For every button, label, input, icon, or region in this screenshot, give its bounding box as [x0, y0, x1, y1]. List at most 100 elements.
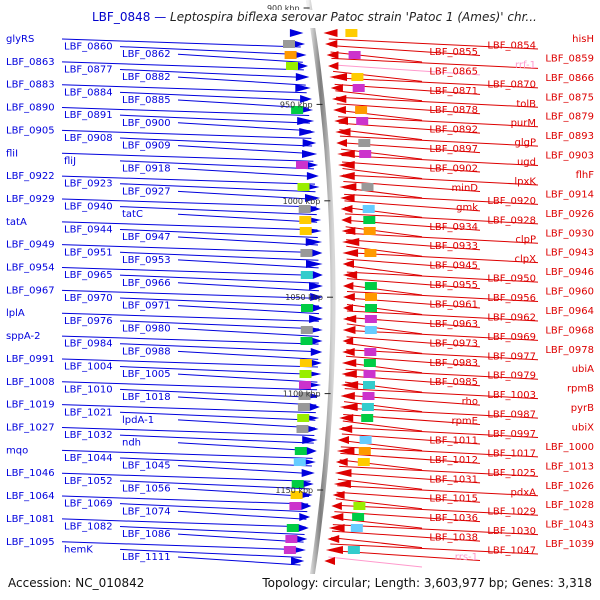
minus-gene-label[interactable]: LBF_0878: [429, 105, 478, 116]
plus-gene-label[interactable]: LBF_0971: [122, 301, 171, 312]
plus-gene-label[interactable]: LBF_0991: [6, 354, 55, 365]
minus-gene-label[interactable]: LBF_0979: [487, 371, 536, 382]
minus-gene-label[interactable]: hisH: [572, 34, 594, 45]
plus-gene-label[interactable]: LBF_0883: [6, 80, 55, 91]
minus-gene-label[interactable]: rrs-1: [455, 552, 478, 563]
plus-gene-label[interactable]: LBF_0862: [122, 49, 171, 60]
plus-gene-label[interactable]: fliJ: [64, 156, 76, 167]
minus-gene-label[interactable]: LBF_0903: [545, 151, 594, 162]
minus-gene-label[interactable]: purM: [511, 118, 536, 129]
plus-gene-label[interactable]: LBF_1052: [64, 476, 113, 487]
plus-gene-label[interactable]: hemK: [64, 544, 93, 555]
minus-gene-label[interactable]: LBF_0920: [487, 196, 536, 207]
minus-gene-label[interactable]: LBF_0964: [545, 306, 594, 317]
plus-gene-label[interactable]: lpdA-1: [122, 415, 154, 426]
plus-gene-label[interactable]: LBF_0908: [64, 133, 113, 144]
plus-gene-label[interactable]: LBF_1046: [6, 468, 55, 479]
minus-gene-label[interactable]: LBF_0871: [429, 86, 478, 97]
minus-gene-label[interactable]: ubiX: [572, 423, 594, 434]
plus-gene-label[interactable]: LBF_1074: [122, 506, 171, 517]
plus-gene-label[interactable]: LBF_1027: [6, 423, 55, 434]
minus-gene-label[interactable]: ubiA: [572, 364, 594, 375]
minus-gene-label[interactable]: LBF_0914: [545, 189, 594, 200]
plus-gene-label[interactable]: LBF_0944: [64, 224, 113, 235]
minus-gene-label[interactable]: LBF_0973: [429, 338, 478, 349]
minus-gene-label[interactable]: LBF_0956: [487, 293, 536, 304]
plus-gene-label[interactable]: LBF_1004: [64, 362, 113, 373]
plus-gene-label[interactable]: LBF_0976: [64, 316, 113, 327]
minus-gene-label[interactable]: LBF_0875: [545, 92, 594, 103]
minus-gene-label[interactable]: LBF_1039: [545, 539, 594, 550]
minus-gene-label[interactable]: LBF_1017: [487, 448, 536, 459]
minus-gene-label[interactable]: minD: [451, 183, 478, 194]
minus-gene-label[interactable]: LBF_1029: [487, 507, 536, 518]
minus-gene-label[interactable]: LBF_0870: [487, 79, 536, 90]
minus-gene-label[interactable]: gmk: [456, 202, 478, 213]
plus-gene-label[interactable]: LBF_1086: [122, 529, 171, 540]
minus-gene-label[interactable]: LBF_1003: [487, 390, 536, 401]
plus-gene-label[interactable]: LBF_1064: [6, 491, 55, 502]
minus-gene-label[interactable]: rrf-1: [515, 60, 536, 71]
minus-gene-label[interactable]: LBF_0943: [545, 248, 594, 259]
minus-gene-label[interactable]: LBF_0983: [429, 358, 478, 369]
minus-gene-label[interactable]: LBF_0962: [487, 312, 536, 323]
minus-gene-label[interactable]: LBF_0997: [487, 429, 536, 440]
minus-gene-label[interactable]: rpmE: [451, 416, 478, 427]
plus-gene-label[interactable]: LBF_0953: [122, 255, 171, 266]
minus-gene-label[interactable]: LBF_1000: [545, 442, 594, 453]
minus-gene-label[interactable]: LBF_0866: [545, 73, 594, 84]
plus-gene-label[interactable]: LBF_1021: [64, 407, 113, 418]
minus-gene-label[interactable]: LBF_0897: [429, 144, 478, 155]
plus-gene-label[interactable]: LBF_0900: [122, 118, 171, 129]
minus-gene-label[interactable]: LBF_1038: [429, 533, 478, 544]
plus-gene-label[interactable]: LBF_0988: [122, 346, 171, 357]
minus-gene-label[interactable]: LBF_1030: [487, 526, 536, 537]
minus-gene-label[interactable]: rpmB: [567, 384, 594, 395]
plus-gene-label[interactable]: LBF_0951: [64, 247, 113, 258]
minus-gene-label[interactable]: ugd: [517, 157, 536, 168]
minus-gene-label[interactable]: LBF_1043: [545, 520, 594, 531]
plus-gene-label[interactable]: LBF_1005: [122, 369, 171, 380]
minus-gene-label[interactable]: LBF_0859: [545, 53, 594, 64]
minus-gene-label[interactable]: LBF_0893: [545, 131, 594, 142]
plus-gene-label[interactable]: LBF_0923: [64, 179, 113, 190]
minus-gene-label[interactable]: glgP: [514, 138, 536, 149]
minus-gene-label[interactable]: clpX: [515, 254, 537, 265]
minus-gene-label[interactable]: LBF_0977: [487, 351, 536, 362]
minus-gene-label[interactable]: LBF_0902: [429, 164, 478, 175]
plus-gene-label[interactable]: LBF_1082: [64, 522, 113, 533]
plus-gene-label[interactable]: LBF_1081: [6, 514, 55, 525]
minus-gene-label[interactable]: LBF_0945: [429, 261, 478, 272]
plus-gene-label[interactable]: LBF_0909: [122, 141, 171, 152]
plus-gene-label[interactable]: LBF_1069: [64, 499, 113, 510]
plus-gene-label[interactable]: mqo: [6, 445, 28, 456]
plus-gene-label[interactable]: lplA: [6, 308, 25, 319]
minus-gene-label[interactable]: LBF_0934: [429, 222, 478, 233]
minus-gene-label[interactable]: LBF_0946: [545, 267, 594, 278]
plus-gene-label[interactable]: ndh: [122, 438, 141, 449]
plus-gene-label[interactable]: LBF_0884: [64, 87, 113, 98]
minus-gene-label[interactable]: tolB: [516, 99, 536, 110]
plus-gene-label[interactable]: LBF_0984: [64, 339, 113, 350]
minus-gene-label[interactable]: LBF_0963: [429, 319, 478, 330]
minus-gene-label[interactable]: LBF_1015: [429, 494, 478, 505]
minus-gene-label[interactable]: LBF_0892: [429, 125, 478, 136]
minus-gene-label[interactable]: LBF_1025: [487, 468, 536, 479]
plus-gene-label[interactable]: LBF_1032: [64, 430, 113, 441]
minus-gene-label[interactable]: LBF_1028: [545, 500, 594, 511]
plus-gene-label[interactable]: LBF_0980: [122, 323, 171, 334]
minus-gene-label[interactable]: LBF_0865: [429, 66, 478, 77]
plus-gene-label[interactable]: LBF_1008: [6, 377, 55, 388]
plus-gene-label[interactable]: LBF_1044: [64, 453, 113, 464]
plus-gene-label[interactable]: tatC: [122, 209, 143, 220]
plus-gene-label[interactable]: LBF_0863: [6, 57, 55, 68]
plus-gene-label[interactable]: LBF_0885: [122, 95, 171, 106]
plus-gene-label[interactable]: sppA-2: [6, 331, 41, 342]
plus-gene-label[interactable]: LBF_0918: [122, 164, 171, 175]
plus-gene-label[interactable]: LBF_1111: [122, 552, 171, 563]
minus-gene-label[interactable]: LBF_1047: [487, 546, 536, 557]
minus-gene-label[interactable]: LBF_1011: [429, 435, 478, 446]
minus-gene-label[interactable]: LBF_0879: [545, 112, 594, 123]
minus-gene-label[interactable]: LBF_0985: [429, 377, 478, 388]
plus-gene-label[interactable]: LBF_0949: [6, 240, 55, 251]
